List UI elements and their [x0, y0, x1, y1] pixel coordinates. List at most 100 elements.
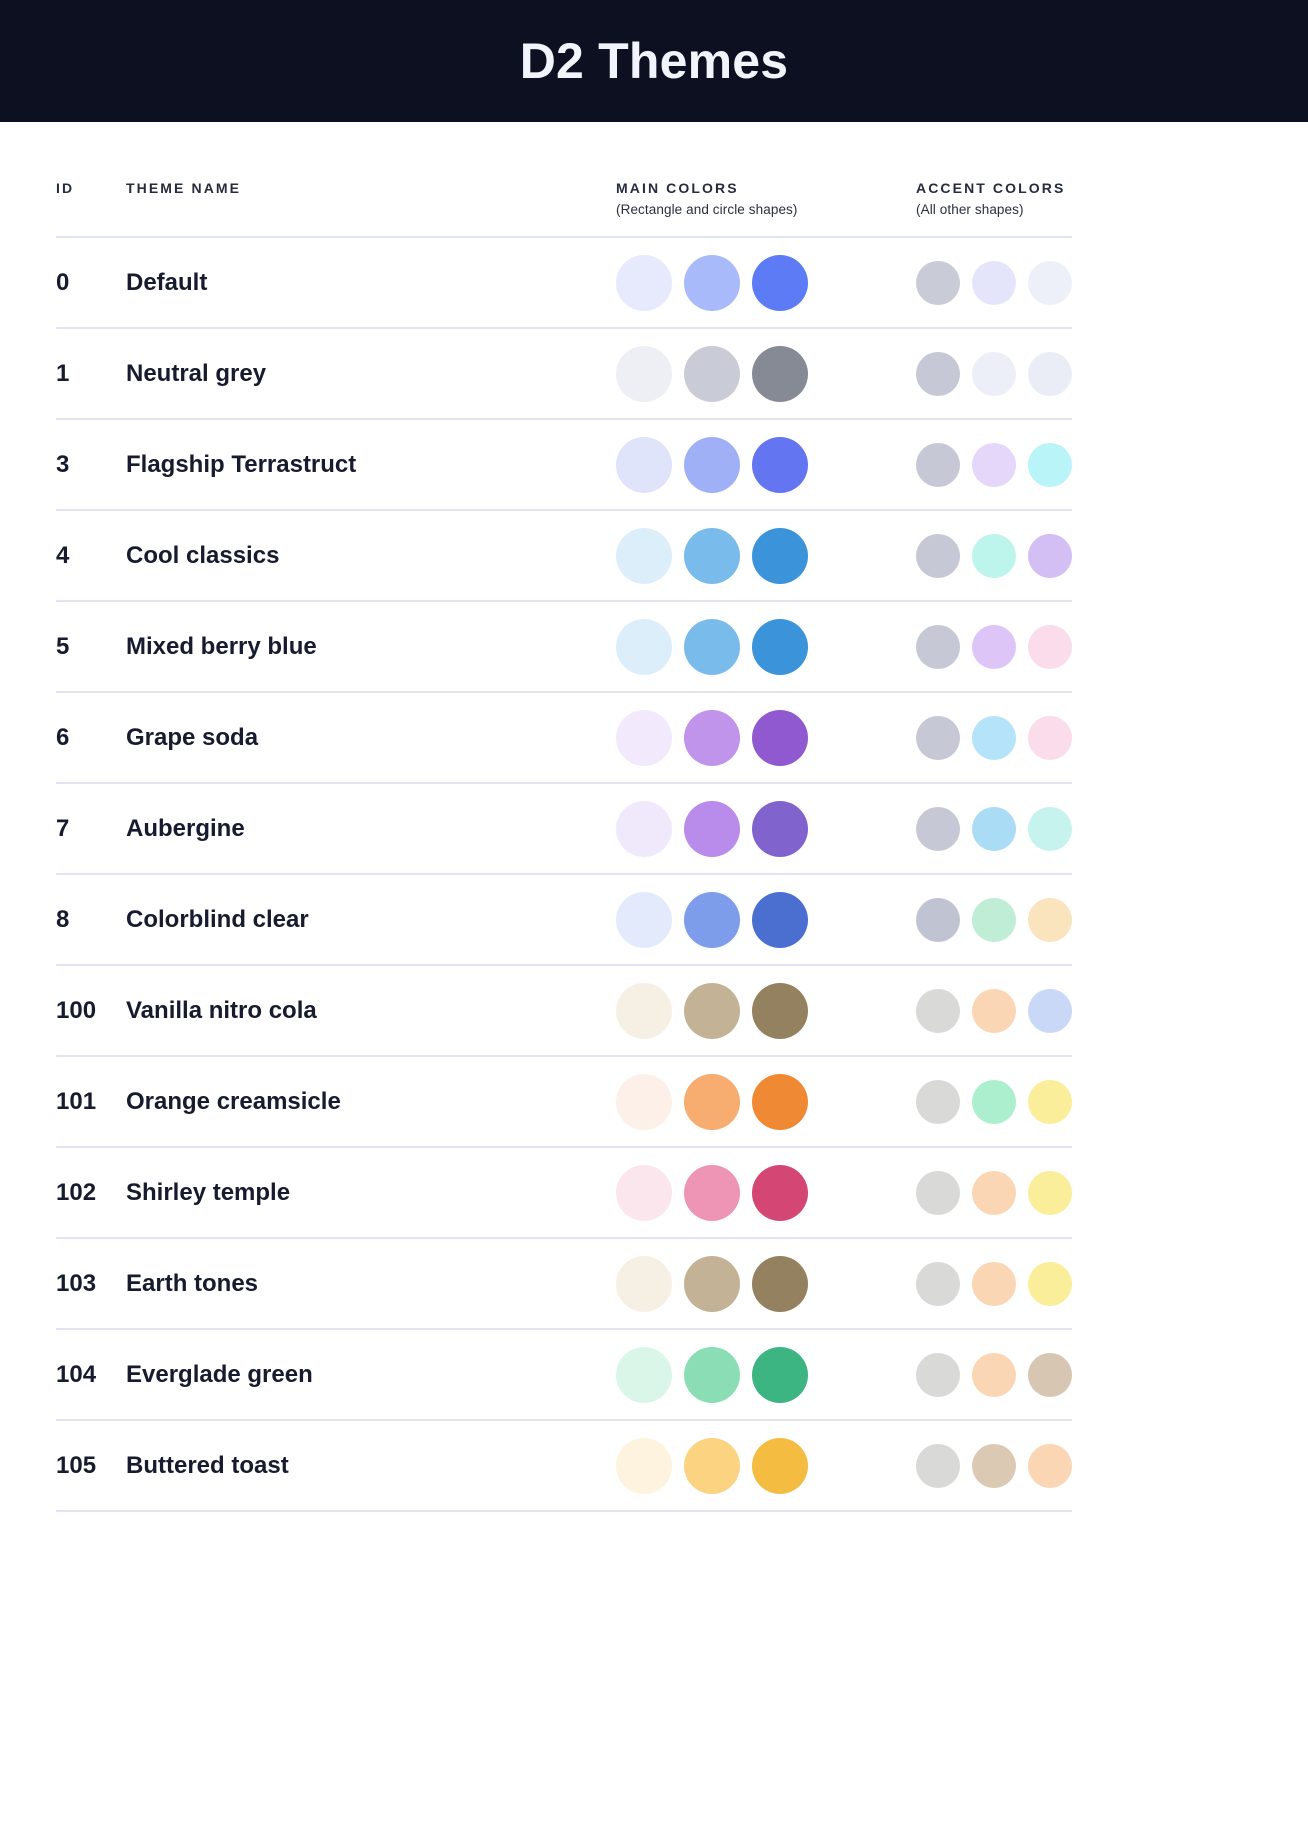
accent-color-swatch-2 — [972, 1443, 1016, 1488]
main-color-swatch-3 — [752, 436, 808, 493]
accent-color-swatches — [916, 1352, 1072, 1397]
main-color-swatch-1 — [616, 982, 672, 1039]
accent-color-swatch-1 — [916, 1352, 960, 1397]
accent-color-swatch-2 — [972, 806, 1016, 851]
main-color-swatch-3 — [752, 1164, 808, 1221]
accent-color-swatch-2 — [972, 533, 1016, 578]
accent-color-swatch-3 — [1028, 624, 1072, 669]
accent-color-swatch-3 — [1028, 260, 1072, 305]
accent-color-swatch-1 — [916, 533, 960, 578]
theme-name: Vanilla nitro cola — [126, 996, 317, 1024]
column-subheader-main-colors: (Rectangle and circle shapes) — [616, 202, 798, 217]
main-color-swatch-3 — [752, 254, 808, 311]
accent-color-swatches — [916, 806, 1072, 851]
main-color-swatch-2 — [684, 709, 740, 766]
accent-color-swatch-3 — [1028, 1170, 1072, 1215]
main-color-swatch-1 — [616, 891, 672, 948]
main-color-swatch-3 — [752, 709, 808, 766]
main-color-swatch-3 — [752, 891, 808, 948]
accent-color-swatches — [916, 1079, 1072, 1124]
main-color-swatch-2 — [684, 800, 740, 857]
theme-name: Aubergine — [126, 814, 245, 842]
main-color-swatch-3 — [752, 618, 808, 675]
theme-id: 1 — [56, 359, 70, 387]
theme-name: Cool classics — [126, 541, 280, 569]
main-color-swatch-2 — [684, 345, 740, 402]
accent-color-swatches — [916, 442, 1072, 487]
main-color-swatches — [616, 345, 808, 402]
table-row: 105 Buttered toast — [56, 1421, 1072, 1512]
main-color-swatches — [616, 618, 808, 675]
theme-name: Shirley temple — [126, 1178, 291, 1206]
theme-name: Everglade green — [126, 1360, 313, 1388]
main-color-swatch-1 — [616, 254, 672, 311]
theme-name: Colorblind clear — [126, 905, 309, 933]
accent-color-swatch-1 — [916, 715, 960, 760]
accent-color-swatches — [916, 988, 1072, 1033]
accent-color-swatch-3 — [1028, 806, 1072, 851]
table-row: 0 Default — [56, 238, 1072, 329]
main-color-swatch-1 — [616, 1437, 672, 1494]
accent-color-swatch-1 — [916, 1261, 960, 1306]
accent-color-swatch-3 — [1028, 442, 1072, 487]
table-row: 1 Neutral grey — [56, 329, 1072, 420]
main-color-swatch-1 — [616, 709, 672, 766]
main-color-swatch-1 — [616, 1346, 672, 1403]
table-row: 5 Mixed berry blue — [56, 602, 1072, 693]
accent-color-swatches — [916, 1170, 1072, 1215]
main-color-swatch-3 — [752, 345, 808, 402]
accent-color-swatch-2 — [972, 715, 1016, 760]
accent-color-swatches — [916, 533, 1072, 578]
theme-id: 3 — [56, 450, 70, 478]
theme-id: 8 — [56, 905, 70, 933]
main-color-swatches — [616, 254, 808, 311]
accent-color-swatch-3 — [1028, 351, 1072, 396]
accent-color-swatches — [916, 351, 1072, 396]
main-color-swatch-2 — [684, 1073, 740, 1130]
main-color-swatch-1 — [616, 618, 672, 675]
accent-color-swatch-3 — [1028, 897, 1072, 942]
theme-name: Neutral grey — [126, 359, 267, 387]
accent-color-swatch-2 — [972, 1079, 1016, 1124]
main-color-swatch-2 — [684, 1164, 740, 1221]
theme-id: 4 — [56, 541, 70, 569]
theme-id: 5 — [56, 632, 70, 660]
main-color-swatches — [616, 436, 808, 493]
theme-id: 104 — [56, 1360, 97, 1388]
column-header-accent-colors: ACCENT COLORS — [916, 180, 1066, 196]
accent-color-swatches — [916, 715, 1072, 760]
table-row: 100 Vanilla nitro cola — [56, 966, 1072, 1057]
main-color-swatches — [616, 1164, 808, 1221]
accent-color-swatch-1 — [916, 1170, 960, 1215]
main-color-swatches — [616, 1073, 808, 1130]
accent-color-swatch-3 — [1028, 988, 1072, 1033]
main-color-swatch-3 — [752, 1255, 808, 1312]
theme-name: Buttered toast — [126, 1451, 289, 1479]
table-row: 3 Flagship Terrastruct — [56, 420, 1072, 511]
accent-color-swatch-2 — [972, 1170, 1016, 1215]
accent-color-swatch-1 — [916, 442, 960, 487]
title-bar: D2 Themes — [0, 0, 1308, 122]
accent-color-swatch-2 — [972, 988, 1016, 1033]
accent-color-swatch-1 — [916, 806, 960, 851]
table-body: 0 Default 1 Neutral grey 3 Flagship Terrastru… — [56, 238, 1072, 1512]
accent-color-swatch-2 — [972, 442, 1016, 487]
accent-color-swatches — [916, 897, 1072, 942]
table-row: 6 Grape soda — [56, 693, 1072, 784]
main-color-swatch-2 — [684, 982, 740, 1039]
main-color-swatches — [616, 1346, 808, 1403]
column-header-main-colors: MAIN COLORS — [616, 180, 739, 196]
main-color-swatches — [616, 982, 808, 1039]
table-row: 4 Cool classics — [56, 511, 1072, 602]
accent-color-swatch-1 — [916, 1443, 960, 1488]
main-color-swatch-2 — [684, 1437, 740, 1494]
accent-color-swatch-3 — [1028, 1443, 1072, 1488]
column-subheader-accent-colors: (All other shapes) — [916, 202, 1024, 217]
theme-id: 100 — [56, 996, 97, 1024]
themes-table: ID THEME NAME MAIN COLORS (Rectangle and… — [56, 160, 1072, 1512]
theme-id: 101 — [56, 1087, 97, 1115]
main-color-swatch-3 — [752, 982, 808, 1039]
main-color-swatches — [616, 891, 808, 948]
main-color-swatch-2 — [684, 254, 740, 311]
